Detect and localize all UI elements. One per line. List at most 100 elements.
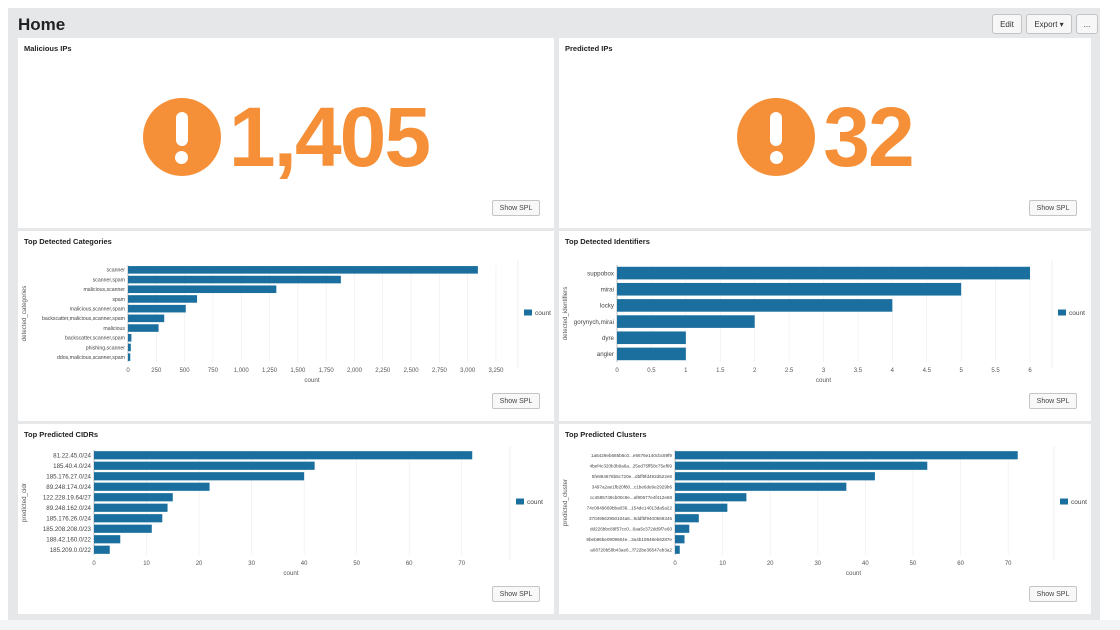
bar[interactable] [94,472,305,481]
y-category-label: 9beb96be0909604e...3a4b10848eb6287e [586,537,672,542]
legend-label[interactable]: count [1069,310,1085,317]
x-tick-label: 1,000 [234,368,250,374]
show-spl-button[interactable]: Show SPL [1029,586,1077,602]
bar-chart-identifiers: 0 0.5 1 1.5 2 2.5 3 3.5 4 4.5 5 5.5 6 suppobox mirai lo… [562,261,1085,384]
panel-title: Predicted IPs [565,44,613,53]
show-spl-button[interactable]: Show SPL [1029,200,1077,216]
single-value-number: 32 [823,90,914,184]
x-tick-label: 1,250 [262,368,278,374]
bar[interactable] [128,295,198,303]
y-category-label: 4bef4c320b3b9a6a...25ed75ff58c75ef89 [590,463,673,468]
edit-button[interactable]: Edit [992,14,1022,34]
bar[interactable] [675,514,699,523]
x-tick-label: 60 [957,561,964,567]
bar[interactable] [94,545,110,554]
bar[interactable] [94,451,473,460]
bar[interactable] [94,535,121,544]
dashboard-header: Home Edit Export ▾ ... [8,8,1100,40]
bar[interactable] [128,343,131,352]
y-category-label: locky [600,303,615,310]
bar[interactable] [675,461,928,470]
bar[interactable] [128,275,341,284]
x-tick-label: 70 [458,561,465,567]
legend-label[interactable]: count [535,310,551,317]
y-category-label: 3497a2ae1fb20f80...c1be6de9e2929b6 [592,484,673,489]
bar[interactable] [94,482,210,491]
bar[interactable] [94,524,152,533]
panel-top-detected-identifiers: Top Detected Identifiers 0 0.5 1 1.5 2 2.5 3 3.… [559,231,1091,421]
page-title: Home [18,15,66,34]
bar[interactable] [675,472,875,481]
bar[interactable] [94,503,168,512]
x-tick-label: 3 [822,368,826,374]
bar[interactable] [94,461,315,470]
show-spl-button[interactable]: Show SPL [492,393,540,409]
x-tick-label: 5 [959,368,963,374]
x-tick-label: 2,500 [404,368,420,374]
panel-title: Top Predicted CIDRs [24,430,99,439]
bar[interactable] [128,324,159,332]
bar[interactable] [675,535,685,544]
bar[interactable] [617,282,962,296]
y-category-label: 185.40.4.0/24 [53,463,91,470]
bar[interactable] [617,299,893,312]
bar[interactable] [94,514,163,523]
y-category-label: 37049562950104a6...9ddf5f9400569345 [589,516,672,521]
x-axis-title: count [283,570,298,577]
bar-chart-cidrs: 0 10 20 30 40 50 60 70 81.22.45.0/24 185.40.4.0/2… [21,446,543,577]
exclamation-circle-icon [142,98,221,176]
bar[interactable] [617,331,686,345]
bar[interactable] [675,545,680,554]
panel-title: Top Predicted Clusters [565,430,647,439]
single-value: 1,405 [18,72,554,202]
export-dropdown-button[interactable]: Export ▾ [1026,14,1072,34]
bar[interactable] [128,314,165,323]
bar[interactable] [128,285,277,294]
bar[interactable] [128,266,478,274]
more-actions-button[interactable]: ... [1076,14,1098,34]
y-category-label: scanner,spam [93,277,125,283]
panel-title: Top Detected Identifiers [565,237,650,246]
bar[interactable] [617,315,755,328]
bar[interactable] [675,524,690,533]
y-category-label: angler [597,351,614,358]
y-category-label: malicious,scanner [83,287,125,293]
show-spl-button[interactable]: Show SPL [492,200,540,216]
bar-chart-clusters: 0 10 20 30 40 50 60 70 1a6429eb685b6c0...e5676e1… [562,446,1087,577]
bar[interactable] [675,503,728,512]
y-category-label: gorynych,mirai [574,319,614,326]
bar[interactable] [675,493,747,502]
y-axis-title: predicted_cidr [21,483,28,522]
bar[interactable] [675,482,847,491]
bar[interactable] [617,347,686,361]
x-tick-label: 3.5 [854,368,863,374]
x-tick-label: 250 [151,368,162,374]
legend-label[interactable]: count [527,499,543,506]
bar[interactable] [128,353,131,361]
y-category-label: backscatter,scanner,spam [65,336,125,342]
y-category-label: scanner [107,268,126,274]
x-tick-label: 0 [92,561,96,567]
bar[interactable] [128,304,186,313]
single-value-number: 1,405 [228,90,431,184]
x-tick-label: 40 [301,561,308,567]
x-tick-label: 2.5 [785,368,794,374]
legend-swatch [1060,498,1068,505]
bar[interactable] [675,451,1018,460]
show-spl-button[interactable]: Show SPL [1029,393,1077,409]
y-category-label: malicious [103,326,125,332]
x-axis-title: count [816,377,831,384]
legend-label[interactable]: count [1071,499,1087,506]
x-tick-label: 5.5 [991,368,1000,374]
bar[interactable] [617,266,1030,280]
x-tick-label: 500 [180,368,191,374]
y-category-label: 5fe884678b5c720e...d5ff9fd492d522e8 [592,474,673,479]
y-category-label: dd226bbc89f57cc0...6aa5c372dd9f7e60 [590,526,672,531]
x-tick-label: 70 [1005,561,1012,567]
x-tick-label: 1.5 [716,368,725,374]
x-axis-title: count [304,377,319,384]
legend-swatch [524,309,532,316]
bar[interactable] [94,493,173,502]
show-spl-button[interactable]: Show SPL [492,586,540,602]
bar[interactable] [128,333,132,342]
